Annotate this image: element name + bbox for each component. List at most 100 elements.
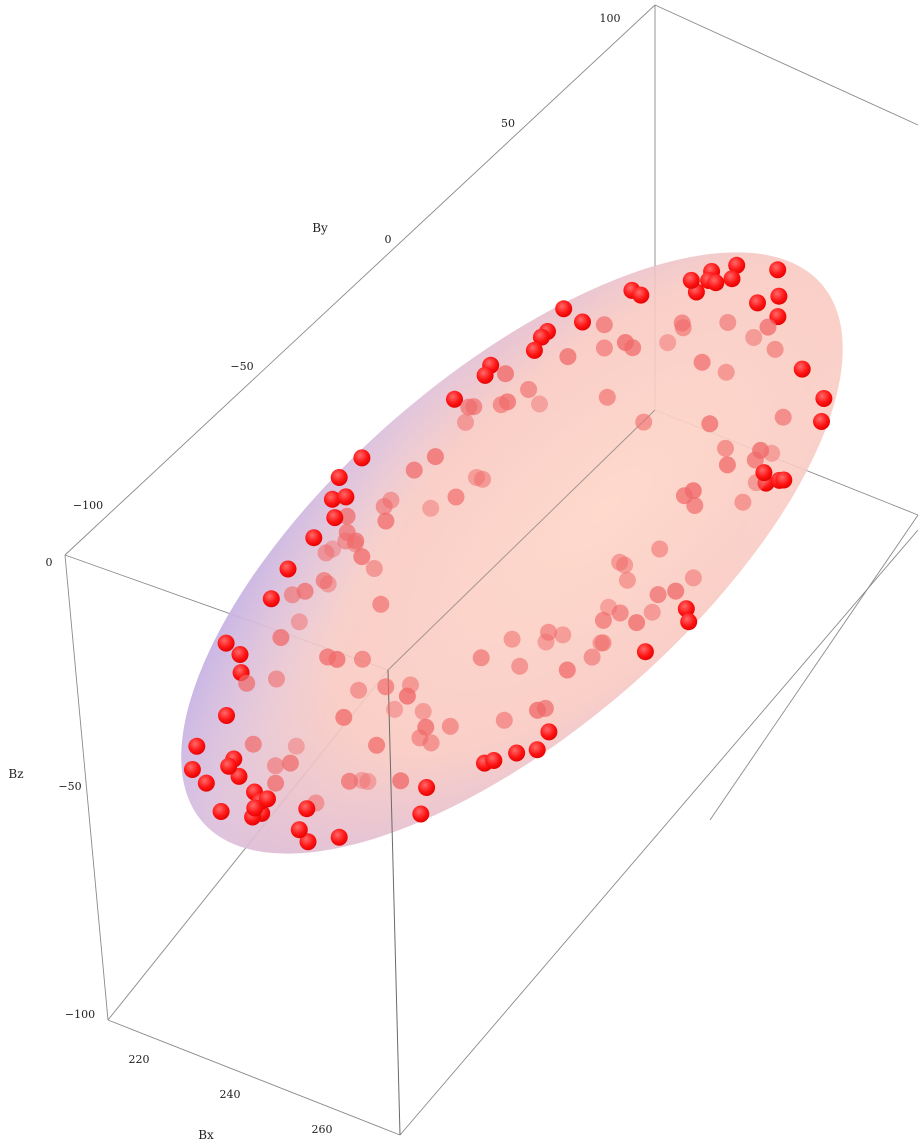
data-point <box>330 828 348 846</box>
data-point <box>299 833 317 851</box>
data-point <box>338 507 356 525</box>
data-point <box>632 286 650 304</box>
data-point <box>287 737 305 755</box>
data-point <box>574 313 591 331</box>
data-point <box>766 340 784 358</box>
data-point <box>324 540 342 558</box>
data-point <box>326 509 344 527</box>
data-point <box>618 571 636 589</box>
data-point <box>359 773 377 790</box>
data-point <box>508 744 526 762</box>
data-point <box>231 646 249 663</box>
bounding-box-side <box>64 4 919 1136</box>
data-point <box>595 339 613 357</box>
data-point <box>636 643 654 661</box>
data-point <box>392 772 410 790</box>
data-point <box>723 270 741 288</box>
data-point <box>752 441 770 459</box>
data-point <box>673 314 691 332</box>
data-point <box>220 757 238 775</box>
data-point <box>267 774 285 792</box>
data-point <box>536 699 554 717</box>
data-point <box>793 360 811 378</box>
data-point <box>386 700 404 718</box>
bz-axis-label: Bz <box>8 767 23 781</box>
data-point <box>520 381 538 398</box>
by-tick-50: 50 <box>501 117 515 130</box>
bz-tick-neg50: −50 <box>58 780 81 793</box>
bx-tick-260: 260 <box>312 1123 333 1136</box>
data-point <box>485 752 503 769</box>
data-point <box>183 761 201 778</box>
data-point <box>218 707 235 724</box>
data-point <box>346 535 364 553</box>
data-point <box>719 314 737 331</box>
data-point <box>728 256 746 274</box>
data-point <box>594 634 612 652</box>
data-point <box>598 388 616 406</box>
data-point <box>525 341 543 359</box>
data-point <box>495 711 513 729</box>
by-tick-neg50: −50 <box>230 360 253 373</box>
bx-tick-240: 240 <box>220 1088 241 1101</box>
data-point <box>279 560 297 578</box>
data-point <box>643 603 661 621</box>
data-point <box>319 648 337 666</box>
data-point <box>377 512 395 530</box>
data-point <box>238 674 256 692</box>
data-point <box>246 799 264 817</box>
data-point <box>649 586 667 604</box>
data-point <box>774 408 792 426</box>
data-point <box>268 670 285 688</box>
data-point <box>474 470 492 488</box>
data-point <box>775 471 793 489</box>
bounding-box-front <box>387 409 656 1136</box>
bx-tick-220: 220 <box>129 1053 150 1066</box>
data-point <box>197 774 215 792</box>
data-point <box>555 300 573 318</box>
data-point <box>635 413 653 431</box>
data-point <box>217 634 235 652</box>
data-point <box>693 353 711 371</box>
scatter-points <box>183 256 833 851</box>
data-point <box>594 611 612 629</box>
data-point <box>492 396 510 414</box>
data-point <box>398 687 416 705</box>
data-point <box>628 614 646 632</box>
data-point <box>511 657 529 675</box>
data-point <box>267 757 284 775</box>
data-point <box>595 316 613 334</box>
data-point <box>734 493 752 511</box>
data-point <box>405 461 423 479</box>
data-point <box>554 626 572 644</box>
data-point <box>414 703 432 720</box>
axis-by: 100 50 0 −50 −100 By <box>73 12 621 512</box>
data-point <box>283 586 301 604</box>
by-tick-100: 100 <box>600 12 621 25</box>
data-point <box>262 590 280 608</box>
data-point <box>212 803 230 820</box>
data-point <box>317 544 335 562</box>
data-point <box>624 339 642 357</box>
data-point <box>815 390 833 407</box>
data-point <box>354 650 371 668</box>
data-point <box>707 274 725 292</box>
data-point <box>770 287 788 305</box>
data-point <box>503 630 521 648</box>
data-point <box>684 482 702 500</box>
data-point <box>446 390 463 408</box>
data-point <box>684 569 702 587</box>
data-point <box>540 723 558 741</box>
data-point <box>651 540 669 558</box>
bz-tick-neg100: −100 <box>65 1008 95 1021</box>
data-point <box>368 736 386 754</box>
data-point <box>755 464 773 482</box>
data-point <box>759 318 777 336</box>
data-point <box>616 556 634 574</box>
bz-tick-0: 0 <box>46 556 53 569</box>
data-point <box>680 613 698 631</box>
by-axis-label: By <box>312 221 328 235</box>
data-point <box>497 365 514 383</box>
data-point <box>537 633 555 651</box>
